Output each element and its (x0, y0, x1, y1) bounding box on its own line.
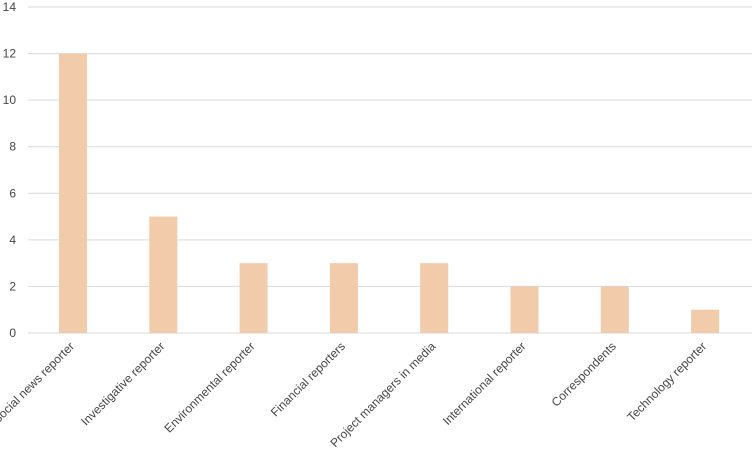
x-tick-label: Project managers in media (327, 339, 438, 450)
bar (510, 286, 539, 333)
x-axis-labels: Social news reporter Investigative report… (0, 339, 709, 450)
y-axis-ticks: 0 2 4 6 8 10 12 14 (3, 0, 17, 340)
y-tick-label: 8 (9, 140, 16, 154)
bar (149, 216, 178, 333)
x-tick-label: Investigative reporter (78, 339, 167, 428)
bar (420, 263, 449, 333)
y-tick-label: 10 (3, 93, 17, 107)
y-tick-label: 0 (9, 326, 16, 340)
x-tick-label: Social news reporter (0, 339, 77, 426)
bar (59, 53, 87, 333)
bar (600, 286, 629, 333)
x-tick-label: Correspondents (549, 339, 619, 409)
bars (59, 53, 720, 333)
y-tick-label: 14 (3, 0, 17, 14)
y-tick-label: 6 (9, 186, 16, 200)
y-tick-label: 2 (9, 279, 16, 293)
x-tick-label: Technology reporter (624, 339, 709, 424)
gridlines (28, 6, 752, 334)
x-tick-label: Environmental reporter (162, 339, 258, 435)
y-tick-label: 12 (3, 47, 17, 61)
x-tick-label: Financial reporters (268, 339, 348, 419)
y-tick-label: 4 (9, 233, 16, 247)
bar (329, 263, 358, 333)
bar (691, 309, 720, 333)
bar (239, 263, 268, 333)
x-tick-label: International reporter (440, 339, 529, 428)
